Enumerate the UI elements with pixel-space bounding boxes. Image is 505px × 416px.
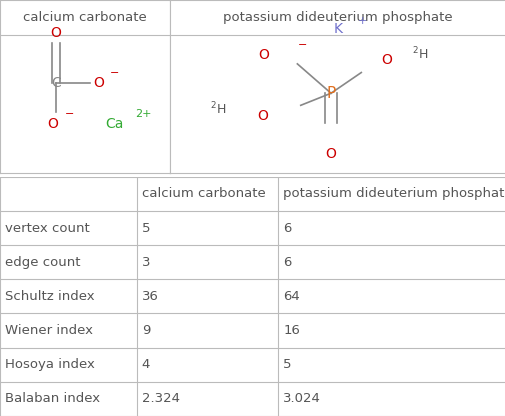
Text: potassium dideuterium phosphate: potassium dideuterium phosphate: [223, 11, 451, 24]
Text: Ca: Ca: [105, 117, 123, 131]
Text: Hosoya index: Hosoya index: [5, 358, 95, 371]
Text: O: O: [47, 117, 58, 131]
Text: 5: 5: [141, 222, 150, 235]
Text: 16: 16: [283, 324, 299, 337]
Text: Balaban index: Balaban index: [5, 392, 100, 406]
Text: edge count: edge count: [5, 256, 80, 269]
Text: O: O: [50, 26, 61, 40]
Text: +: +: [357, 16, 367, 26]
Text: vertex count: vertex count: [5, 222, 89, 235]
Text: calcium carbonate: calcium carbonate: [141, 187, 265, 201]
Text: 6: 6: [283, 222, 291, 235]
Text: K: K: [333, 22, 341, 36]
Text: −: −: [297, 40, 306, 50]
Text: −: −: [64, 109, 74, 119]
Text: 5: 5: [283, 358, 291, 371]
Text: O: O: [381, 53, 391, 67]
Text: C: C: [51, 76, 61, 90]
Text: 64: 64: [283, 290, 299, 303]
Text: 6: 6: [283, 256, 291, 269]
Text: 2.324: 2.324: [141, 392, 179, 406]
Text: 9: 9: [141, 324, 150, 337]
Text: Schultz index: Schultz index: [5, 290, 94, 303]
Text: 36: 36: [141, 290, 158, 303]
Text: O: O: [258, 48, 269, 62]
Text: O: O: [257, 109, 267, 123]
Text: Wiener index: Wiener index: [5, 324, 93, 337]
Text: P: P: [326, 86, 335, 101]
Text: −: −: [110, 67, 119, 77]
Text: O: O: [93, 76, 104, 90]
Text: 3: 3: [141, 256, 150, 269]
Text: 2+: 2+: [135, 109, 152, 119]
Text: 3.024: 3.024: [283, 392, 321, 406]
Text: $^2$H: $^2$H: [411, 45, 427, 62]
Text: potassium dideuterium phosphate: potassium dideuterium phosphate: [283, 187, 505, 201]
Text: $^2$H: $^2$H: [210, 100, 226, 117]
Text: calcium carbonate: calcium carbonate: [23, 11, 146, 24]
Text: O: O: [325, 147, 336, 161]
Text: 4: 4: [141, 358, 150, 371]
